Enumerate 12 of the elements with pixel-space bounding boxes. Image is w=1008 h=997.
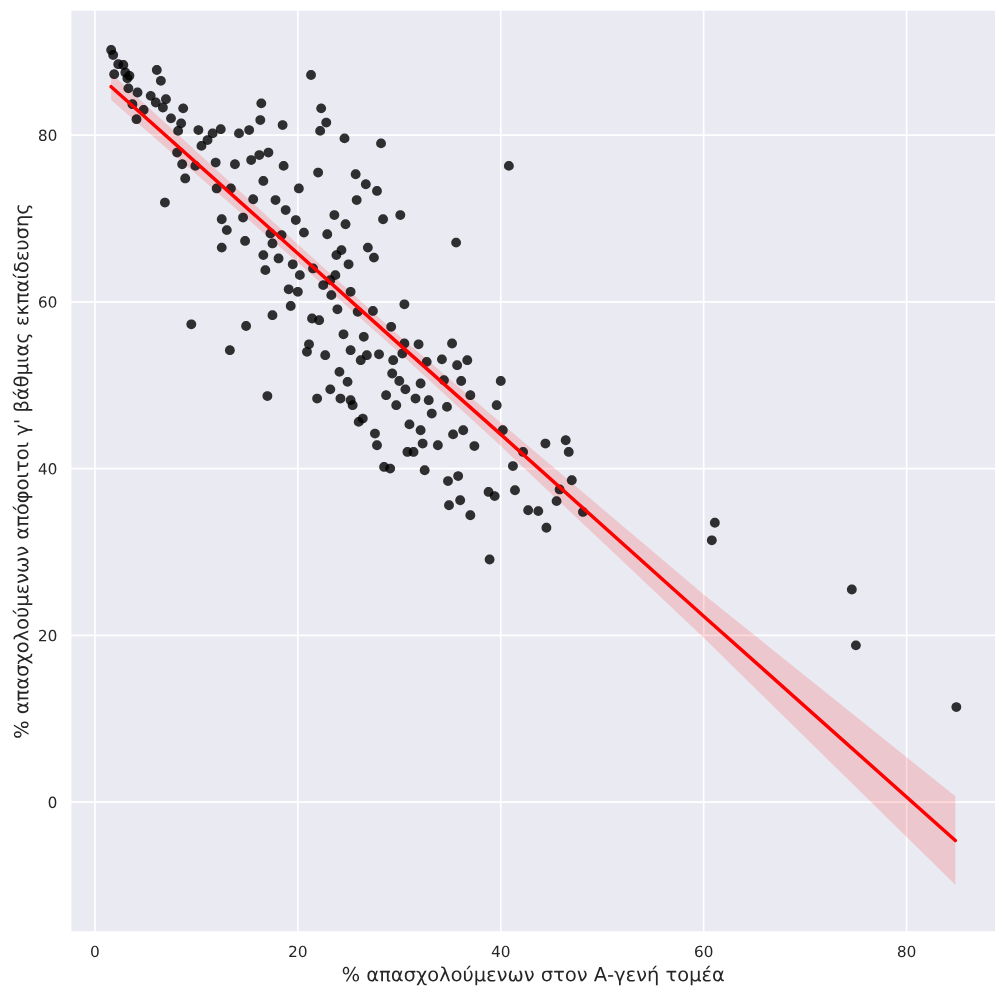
x-tick-label: 20 [289,945,307,958]
y-axis-title: % απασχολούμενων απόφοιτοι γ' βάθμιας εκπαίδευσης [12,205,33,738]
x-tick-label: 60 [695,945,713,958]
y-tick-label: 20 [39,629,57,642]
y-tick-label: 80 [38,129,57,142]
y-tick-label: 60 [38,296,57,308]
y-tick-label: 0 [48,796,57,809]
y-tick-label: 40 [38,463,57,475]
x-tick-label: 80 [897,945,916,958]
x-axis-title: % απασχολούμενων στον Α-γενή τομέα [342,965,724,986]
x-tick-label: 40 [491,945,510,958]
x-tick-label: 0 [91,945,99,958]
